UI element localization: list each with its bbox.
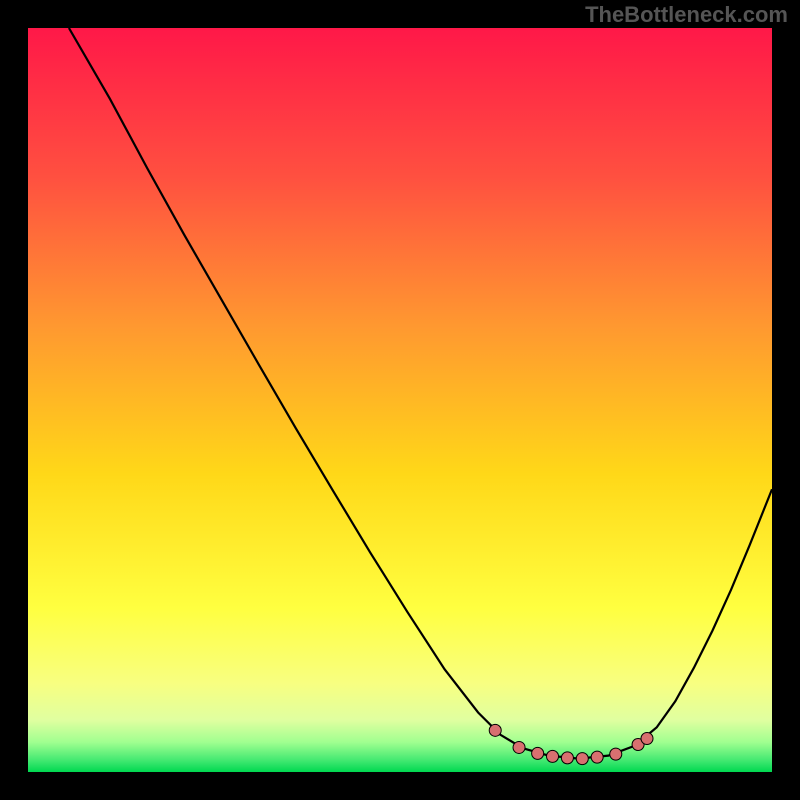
marker-dot bbox=[547, 750, 559, 762]
chart-container bbox=[28, 28, 772, 772]
marker-dot bbox=[641, 733, 653, 745]
marker-dot bbox=[610, 748, 622, 760]
marker-dots bbox=[489, 724, 653, 764]
watermark-text: TheBottleneck.com bbox=[585, 2, 788, 28]
marker-dot bbox=[591, 751, 603, 763]
bottleneck-curve bbox=[69, 28, 772, 759]
marker-dot bbox=[576, 753, 588, 765]
curve-layer bbox=[28, 28, 772, 772]
marker-dot bbox=[561, 752, 573, 764]
marker-dot bbox=[532, 747, 544, 759]
marker-dot bbox=[513, 741, 525, 753]
marker-dot bbox=[489, 724, 501, 736]
